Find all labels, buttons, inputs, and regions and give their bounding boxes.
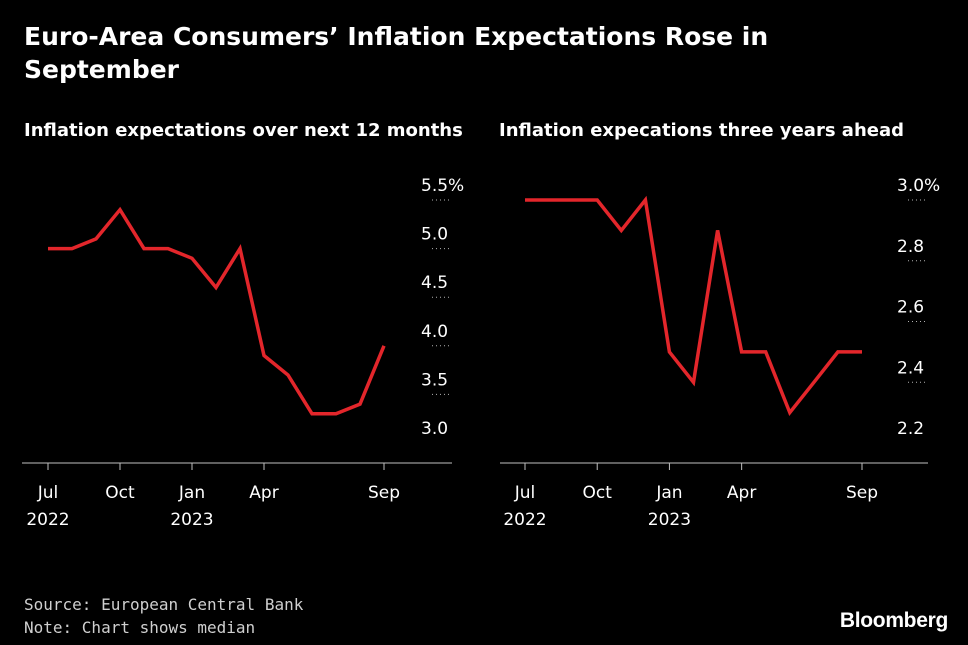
y-tick-label: 2.2	[897, 419, 924, 439]
y-tick-label: 5.5%	[421, 176, 464, 196]
y-tick-label: 3.5	[421, 370, 448, 390]
x-tick-year-label: 2022	[503, 510, 546, 530]
y-tick-label: 2.6	[897, 298, 924, 318]
y-tick-label: 3.0	[421, 419, 448, 439]
y-tick-label: 3.0%	[897, 176, 940, 196]
x-tick-label: Sep	[368, 483, 400, 503]
x-tick-label: Jan	[178, 483, 205, 503]
x-tick-label: Oct	[105, 483, 135, 503]
y-tick-label: 4.0	[421, 322, 448, 342]
y-tick-label: 5.0	[421, 225, 448, 245]
source-note: Source: European Central Bank	[24, 595, 304, 614]
x-tick-label: Oct	[583, 483, 613, 503]
x-tick-label: Apr	[727, 483, 756, 503]
x-tick-label: Jul	[37, 483, 59, 503]
chart-title: Euro-Area Consumers’ Inflation Expectati…	[24, 22, 769, 84]
right-panel-title: Inflation expecations three years ahead	[499, 120, 905, 141]
x-tick-year-label: 2023	[648, 510, 691, 530]
x-tick-label: Jul	[514, 483, 536, 503]
x-tick-year-label: 2023	[170, 510, 213, 530]
series-line	[48, 206, 386, 416]
series-line	[525, 195, 862, 417]
left-panel-title: Inflation expectations over next 12 mont…	[24, 120, 463, 141]
y-tick-label: 2.8	[897, 237, 924, 257]
x-tick-label: Sep	[846, 483, 878, 503]
left-panel: 3.0 3.5 4.0 4.5 5.0 5.5% Jul 2022 Oct Jan 2023 Apr S…	[22, 176, 464, 530]
y-tick-label: 4.5	[421, 273, 448, 293]
bloomberg-logo: Bloomberg	[839, 609, 948, 632]
median-note: Note: Chart shows median	[24, 618, 256, 637]
x-tick-year-label: 2022	[26, 510, 69, 530]
x-tick-label: Apr	[249, 483, 278, 503]
x-tick-label: Jan	[655, 483, 682, 503]
footer: Source: European Central Bank Note: Char…	[24, 593, 303, 639]
right-panel: 2.2 2.4 2.6 2.8 3.0% Jul 2022 Oct Jan 2023 Apr Sep	[500, 176, 940, 530]
y-tick-label: 2.4	[897, 358, 924, 378]
